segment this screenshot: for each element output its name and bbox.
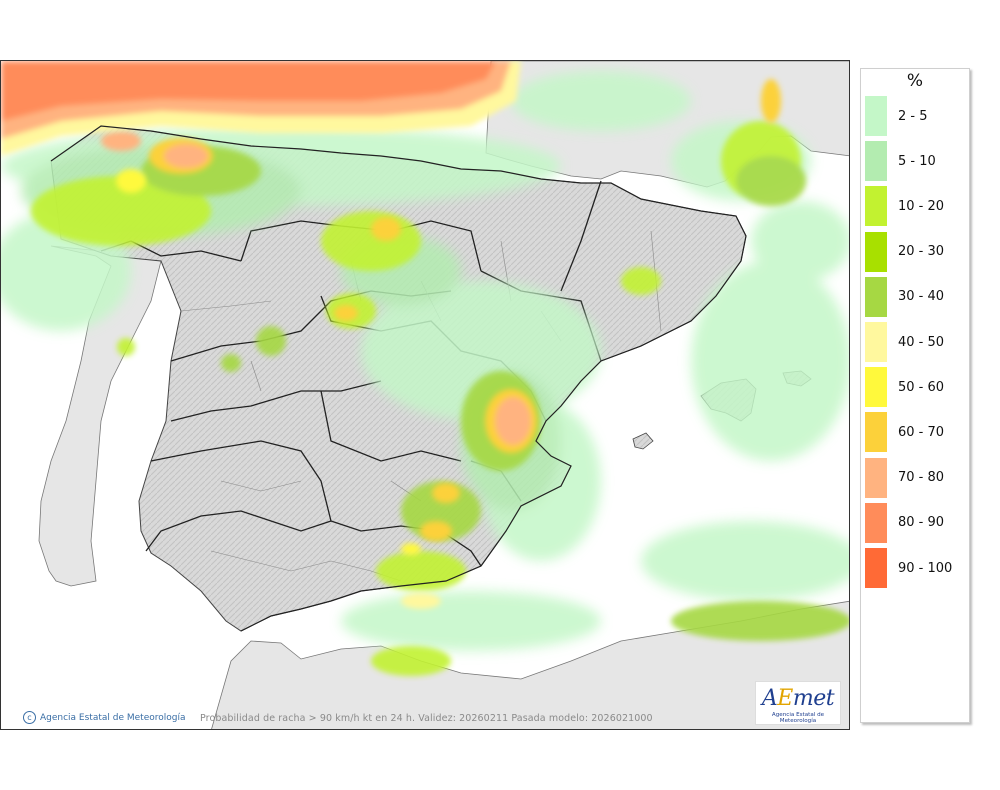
legend-swatch [865, 96, 887, 136]
legend-label: 40 - 50 [898, 334, 945, 350]
legend-item: 30 - 40 [865, 276, 945, 317]
aemet-logo-subtitle: Agencia Estatal de Meteorología [771, 712, 825, 724]
agency-credit[interactable]: c Agencia Estatal de Meteorología [23, 711, 186, 724]
map-caption: Probabilidad de racha > 90 km/h kt en 24… [200, 713, 653, 724]
aemet-logo-wordmark: AEmet [761, 686, 835, 711]
legend-item: 40 - 50 [865, 322, 944, 362]
legend-item: 10 - 20 [865, 186, 945, 227]
legend-item: 50 - 60 [865, 367, 945, 408]
coastline [50, 125, 747, 632]
map-panel: c Agencia Estatal de Meteorología Probab… [0, 60, 850, 730]
legend-swatch [865, 502, 887, 543]
legend-label: 90 - 100 [898, 560, 953, 576]
legend-label: 60 - 70 [898, 424, 945, 440]
legend-label: 5 - 10 [898, 153, 936, 169]
legend-label: 2 - 5 [898, 108, 928, 124]
legend-label: 50 - 60 [898, 379, 945, 395]
legend-item: 2 - 5 [865, 96, 928, 136]
legend-swatch [865, 231, 887, 272]
legend-item: 20 - 30 [865, 231, 945, 272]
legend-label: 20 - 30 [898, 244, 945, 260]
legend-swatch [865, 186, 887, 227]
legend-label: 10 - 20 [898, 198, 945, 214]
legend-item: 70 - 80 [865, 457, 945, 498]
probability-map [1, 61, 849, 729]
legend-swatch [865, 276, 887, 317]
legend-label: 30 - 40 [898, 289, 945, 305]
legend-item: 60 - 70 [865, 412, 945, 453]
ibiza [632, 432, 654, 450]
legend-label: 70 - 80 [898, 470, 945, 486]
legend-item: 5 - 10 [865, 141, 936, 182]
legend-swatch [865, 548, 887, 588]
legend-swatch [865, 322, 887, 362]
legend-swatch [865, 412, 887, 453]
legend-item: 80 - 90 [865, 502, 945, 543]
legend-swatch [865, 457, 887, 498]
probability-overlay [1, 61, 849, 676]
legend-swatch [865, 141, 887, 182]
legend-panel: % 2 - 5 5 - 10 10 - 20 20 - 30 30 - 40 40 - 5… [860, 68, 970, 723]
aemet-logo: AEmet Agencia Estatal de Meteorología [755, 681, 841, 725]
legend-swatch [865, 367, 887, 408]
agency-credit-text: Agencia Estatal de Meteorología [40, 712, 186, 723]
copyright-icon: c [23, 711, 36, 724]
legend-label: 80 - 90 [898, 515, 945, 531]
legend-item: 90 - 100 [865, 548, 952, 588]
legend-unit: % [906, 71, 924, 91]
